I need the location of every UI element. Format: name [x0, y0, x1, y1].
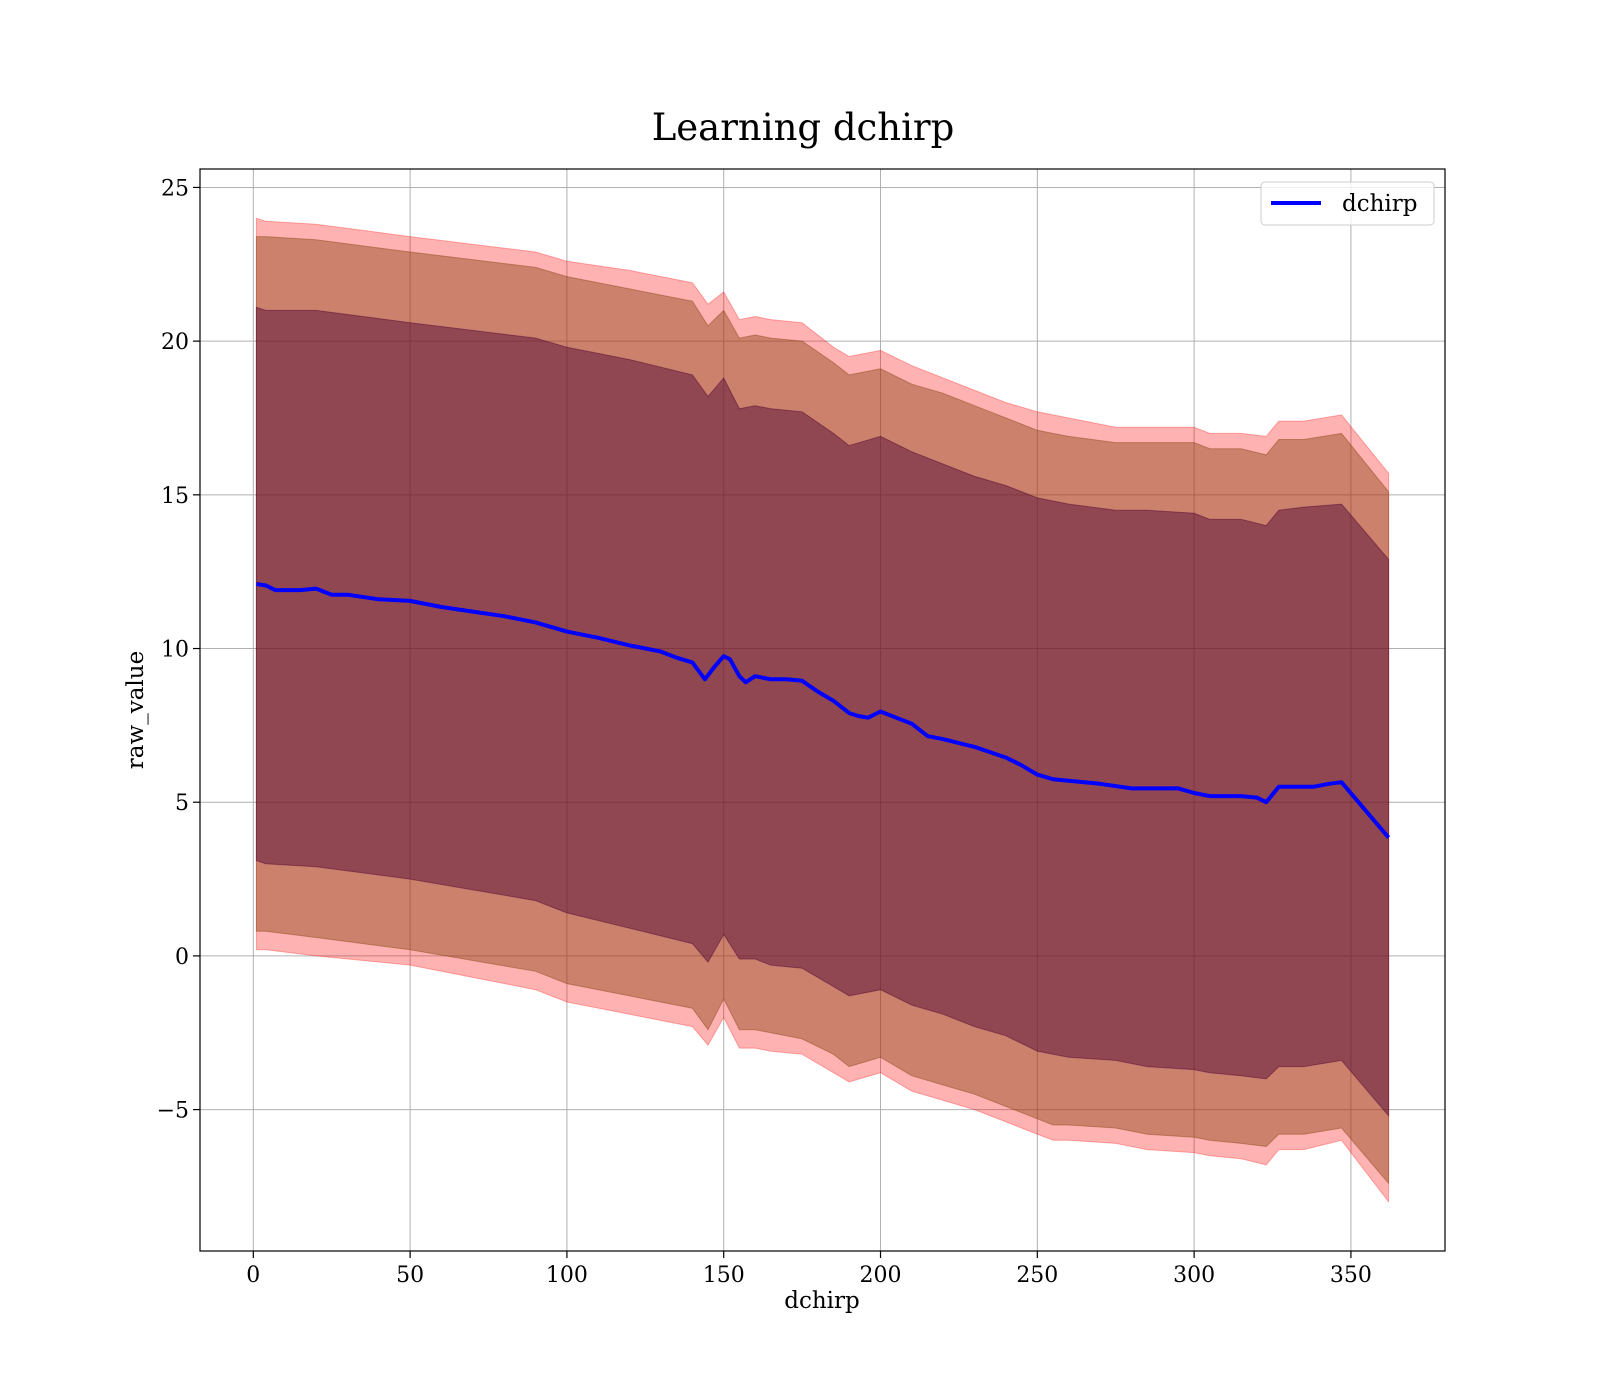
x-ticks: 0 50 100 150 200 250 300 350	[246, 1251, 1372, 1288]
y-tick-label: −5	[157, 1099, 189, 1124]
x-tick-label: 50	[396, 1263, 424, 1288]
y-tick-label: 5	[175, 791, 189, 816]
band-0	[255, 217, 1390, 1204]
x-axis-label: dchirp	[784, 1288, 860, 1314]
x-tick-label: 300	[1173, 1263, 1215, 1288]
legend-label-dchirp: dchirp	[1342, 191, 1418, 217]
series-lines	[256, 582, 1391, 839]
x-tick-label: 100	[546, 1263, 588, 1288]
chart-title: Learning dchirp	[652, 106, 955, 149]
legend-box	[1260, 181, 1435, 226]
grid	[200, 169, 1445, 1251]
plot-frame	[199, 168, 1446, 1252]
y-tick-label: 15	[161, 484, 189, 509]
y-tick-label: 0	[175, 945, 189, 970]
series-line-dchirp	[256, 582, 1391, 839]
x-tick-label: 250	[1016, 1263, 1058, 1288]
x-tick-label: 350	[1330, 1263, 1372, 1288]
y-tick-label: 25	[161, 176, 189, 201]
y-ticks: −5 0 5 10 15 20 25	[157, 176, 200, 1124]
legend: dchirp	[1260, 181, 1435, 226]
x-tick-label: 200	[860, 1263, 902, 1288]
y-tick-label: 10	[161, 638, 189, 663]
bands	[255, 217, 1390, 1204]
y-tick-label: 20	[161, 330, 189, 355]
y-axis-label: raw_value	[123, 651, 149, 769]
x-tick-label: 150	[703, 1263, 745, 1288]
x-tick-label: 0	[246, 1263, 260, 1288]
band-1	[255, 236, 1390, 1185]
band-2	[255, 306, 1390, 1118]
